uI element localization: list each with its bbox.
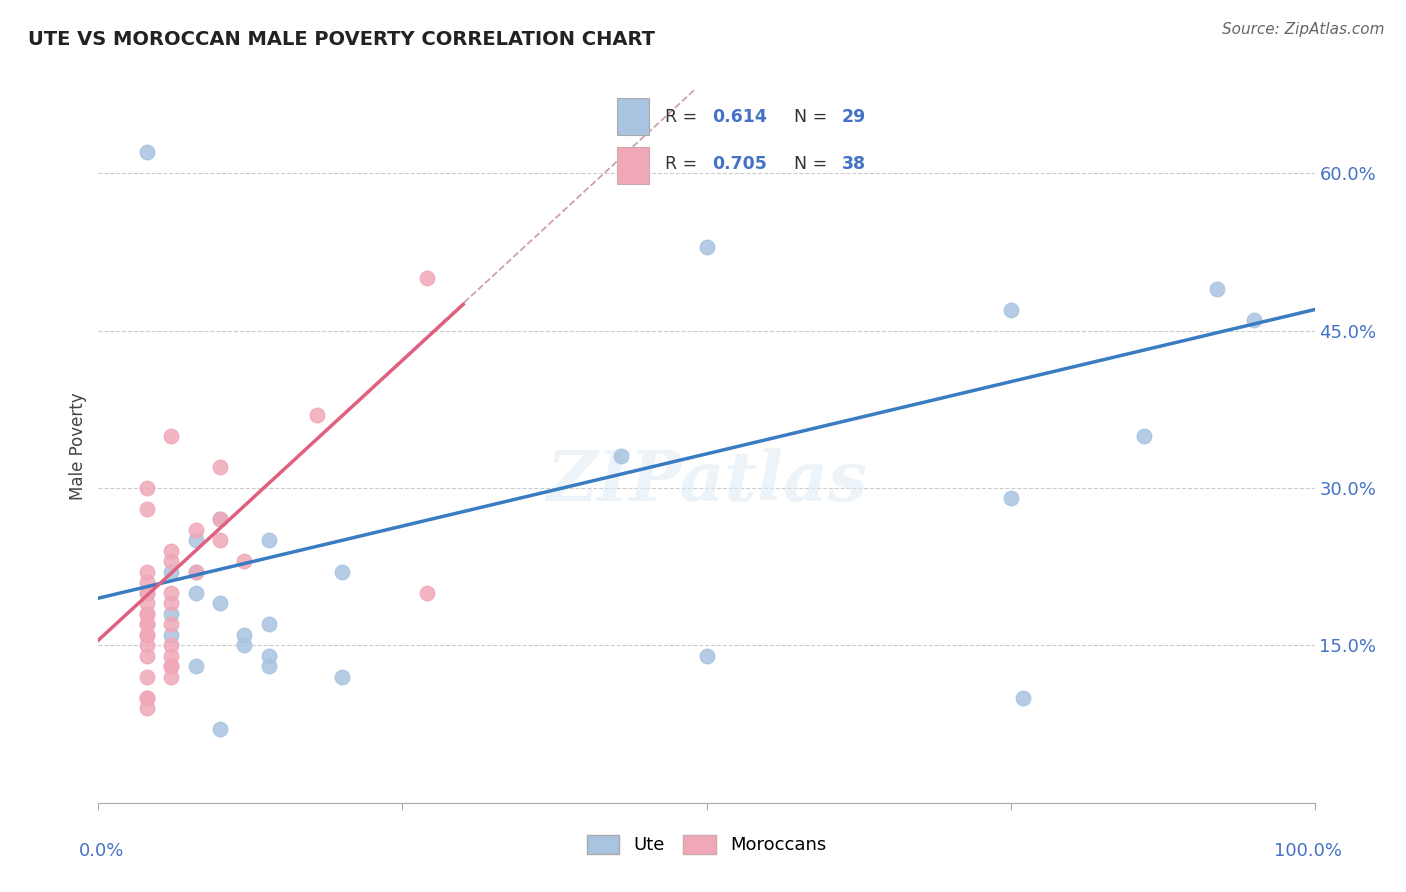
Point (209, 460, 232, 475)
Point (136, 617, 159, 632)
Point (184, 565, 207, 579)
Point (136, 481, 159, 495)
Text: Source: ZipAtlas.com: Source: ZipAtlas.com (1222, 22, 1385, 37)
Point (696, 239, 718, 253)
Point (136, 628, 159, 642)
Point (1000, 302, 1022, 317)
Point (1206, 282, 1229, 296)
Point (160, 628, 183, 642)
Point (160, 565, 183, 579)
Point (209, 533, 232, 548)
Text: ZIPatlas: ZIPatlas (546, 448, 868, 516)
Text: 29: 29 (842, 108, 866, 126)
Point (1000, 491, 1022, 506)
Point (209, 596, 232, 610)
Point (233, 554, 256, 568)
Point (136, 648, 159, 663)
Point (136, 586, 159, 600)
FancyBboxPatch shape (617, 98, 650, 136)
Point (136, 607, 159, 621)
Point (160, 596, 183, 610)
Point (209, 723, 232, 737)
Point (160, 607, 183, 621)
Y-axis label: Male Poverty: Male Poverty (69, 392, 87, 500)
Point (160, 659, 183, 673)
Point (160, 639, 183, 653)
Point (209, 512, 232, 526)
Point (257, 617, 280, 632)
Point (136, 617, 159, 632)
Text: N =: N = (794, 155, 834, 173)
Point (160, 617, 183, 632)
Point (416, 271, 439, 285)
Point (136, 145, 159, 160)
Point (160, 428, 183, 442)
Text: UTE VS MOROCCAN MALE POVERTY CORRELATION CHART: UTE VS MOROCCAN MALE POVERTY CORRELATION… (28, 30, 655, 49)
Point (160, 670, 183, 684)
Point (416, 586, 439, 600)
Point (307, 408, 329, 422)
Point (184, 659, 207, 673)
Point (136, 586, 159, 600)
Point (257, 648, 280, 663)
Point (1243, 313, 1265, 327)
FancyBboxPatch shape (617, 146, 650, 184)
Point (136, 701, 159, 715)
Text: 38: 38 (842, 155, 866, 173)
Text: N =: N = (794, 108, 834, 126)
Point (330, 565, 353, 579)
Point (696, 648, 718, 663)
Point (136, 639, 159, 653)
Point (136, 565, 159, 579)
Point (160, 659, 183, 673)
Legend: Ute, Moroccans: Ute, Moroccans (579, 828, 834, 862)
Point (160, 554, 183, 568)
Point (136, 690, 159, 705)
Point (184, 533, 207, 548)
Point (160, 648, 183, 663)
Point (610, 450, 633, 464)
Text: 0.0%: 0.0% (79, 842, 124, 860)
Point (136, 502, 159, 516)
Point (330, 670, 353, 684)
Text: R =: R = (665, 108, 703, 126)
Point (184, 586, 207, 600)
Point (233, 639, 256, 653)
Point (160, 544, 183, 558)
Point (1133, 428, 1156, 442)
Point (209, 512, 232, 526)
Point (184, 523, 207, 537)
Point (136, 690, 159, 705)
Point (257, 659, 280, 673)
Text: 0.614: 0.614 (713, 108, 768, 126)
Point (1011, 690, 1033, 705)
Point (160, 586, 183, 600)
Text: 100.0%: 100.0% (1274, 842, 1341, 860)
Text: R =: R = (665, 155, 703, 173)
Point (136, 628, 159, 642)
Point (257, 533, 280, 548)
Point (136, 596, 159, 610)
Point (136, 670, 159, 684)
Point (184, 565, 207, 579)
Point (136, 607, 159, 621)
Point (136, 575, 159, 590)
Text: 0.705: 0.705 (713, 155, 768, 173)
Point (233, 628, 256, 642)
